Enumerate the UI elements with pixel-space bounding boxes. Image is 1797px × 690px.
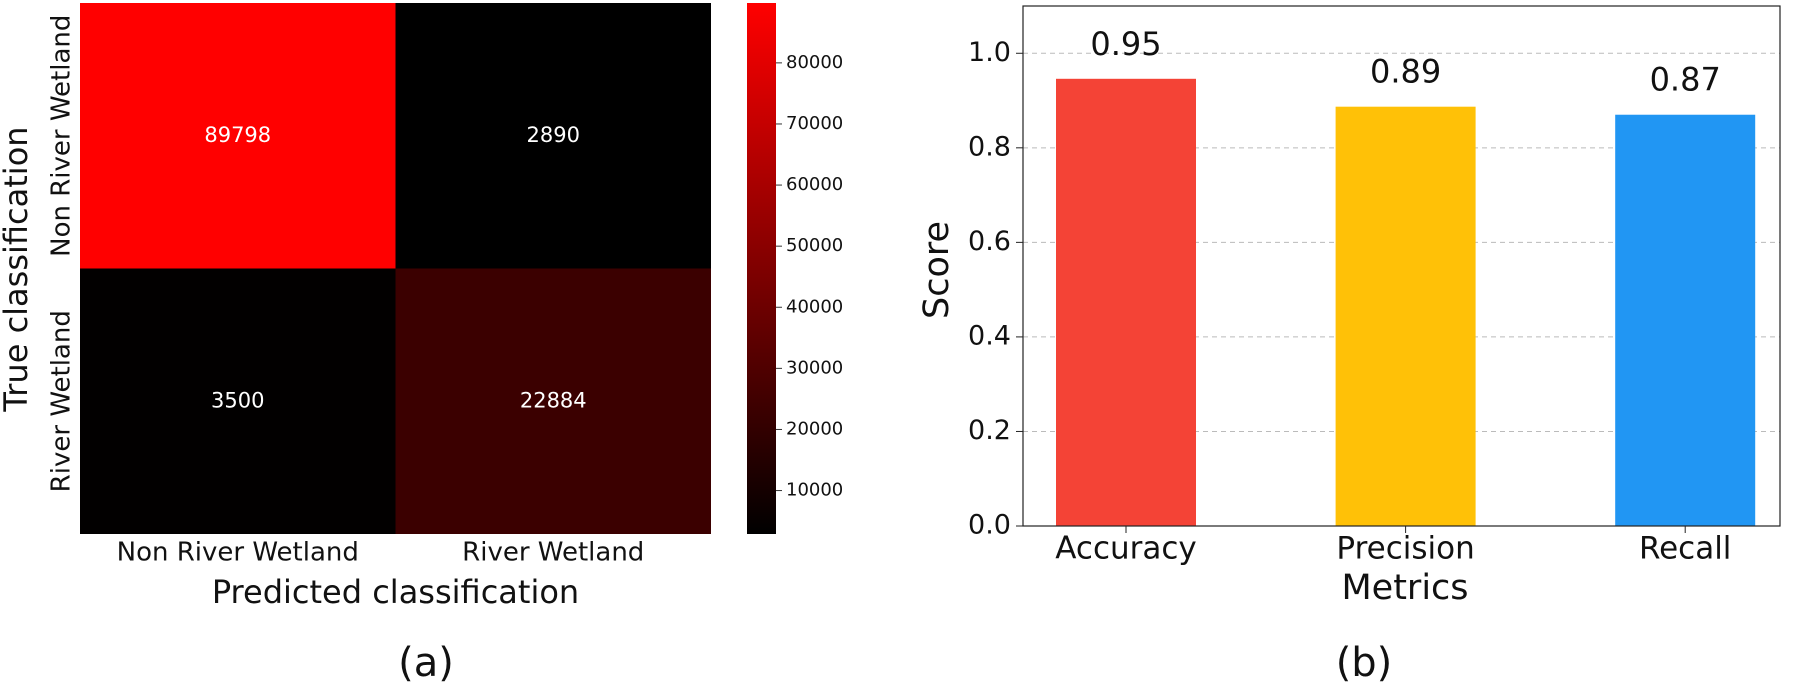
heatmap-cell [80, 268, 396, 534]
colorbar-tick-label: 80000 [786, 52, 843, 73]
y-tick-label: 0.0 [968, 510, 1011, 541]
heatmap-cell [395, 3, 711, 269]
bar [1056, 78, 1196, 527]
colorbar-tick-label: 50000 [786, 235, 843, 256]
x-tick-label: Recall [1639, 531, 1732, 567]
y-tick-label: 0.8 [968, 131, 1011, 162]
x-tick-label: Accuracy [1055, 531, 1197, 567]
colorbar [747, 3, 776, 534]
colorbar-tick-label: 10000 [786, 480, 843, 501]
colorbar-tick-label: 20000 [786, 418, 843, 439]
value-label: 0.95 [1090, 25, 1161, 63]
plot-frame [1022, 5, 1781, 527]
y-axis-label: True classification [0, 126, 35, 412]
x-axis-label: Predicted classification [212, 573, 579, 611]
y-tick-label: 0.6 [968, 226, 1011, 257]
x-tick-label: Non River Wetland [117, 538, 359, 568]
heatmap-cell [395, 268, 711, 534]
x-tick-label: Precision [1336, 531, 1474, 567]
value-label: 0.89 [1370, 53, 1441, 91]
x-axis-label: Metrics [1341, 568, 1468, 608]
caption: (b) [1336, 640, 1393, 686]
bar [1615, 114, 1756, 527]
bar [1335, 106, 1476, 526]
x-tick-label: River Wetland [462, 538, 644, 568]
colorbar-tick-label: 40000 [786, 296, 843, 317]
cell-label: 22884 [520, 388, 587, 412]
cell-label: 89798 [204, 123, 271, 147]
caption: (a) [398, 640, 454, 686]
cell-label: 3500 [211, 388, 264, 412]
y-tick-label: 0.2 [968, 415, 1011, 446]
y-tick-label: 0.4 [968, 320, 1011, 351]
y-tick-label: Non River Wetland [47, 15, 77, 257]
colorbar-tick-label: 30000 [786, 357, 843, 378]
colorbar-tick-label: 60000 [786, 174, 843, 195]
cell-label: 2890 [527, 123, 580, 147]
y-tick-label: River Wetland [47, 310, 77, 492]
colorbar-tick-label: 70000 [786, 113, 843, 134]
heatmap-cell [80, 3, 396, 269]
y-tick-label: 1.0 [968, 37, 1011, 68]
y-axis-label: Score [917, 221, 957, 319]
value-label: 0.87 [1650, 61, 1721, 99]
